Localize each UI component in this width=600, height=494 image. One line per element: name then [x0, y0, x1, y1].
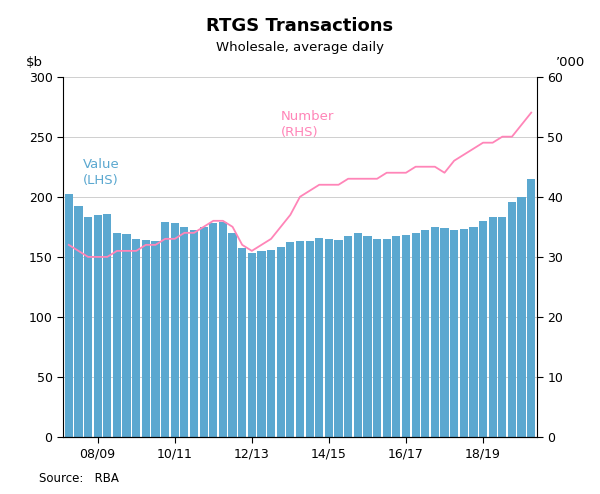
Bar [238, 248, 246, 437]
Text: ’000: ’000 [556, 56, 585, 69]
Bar [517, 197, 526, 437]
Bar [334, 240, 343, 437]
Bar [65, 194, 73, 437]
Bar [479, 221, 487, 437]
Bar [84, 217, 92, 437]
Text: $b: $b [26, 56, 43, 69]
Bar [527, 179, 535, 437]
Bar [305, 241, 314, 437]
Bar [469, 227, 478, 437]
Bar [122, 234, 131, 437]
Bar [315, 238, 323, 437]
Text: Value
(LHS): Value (LHS) [83, 158, 120, 187]
Bar [508, 202, 516, 437]
Bar [344, 237, 352, 437]
Text: Number
(RHS): Number (RHS) [281, 110, 334, 139]
Bar [209, 223, 217, 437]
Text: RTGS Transactions: RTGS Transactions [206, 17, 394, 35]
Bar [402, 235, 410, 437]
Bar [180, 227, 188, 437]
Bar [498, 217, 506, 437]
Bar [325, 239, 333, 437]
Bar [113, 233, 121, 437]
Bar [460, 229, 468, 437]
Bar [364, 237, 371, 437]
Bar [103, 213, 112, 437]
Bar [354, 233, 362, 437]
Bar [431, 227, 439, 437]
Bar [296, 241, 304, 437]
Bar [392, 237, 400, 437]
Bar [142, 240, 150, 437]
Bar [440, 228, 449, 437]
Bar [219, 222, 227, 437]
Bar [200, 227, 208, 437]
Bar [450, 230, 458, 437]
Bar [373, 239, 381, 437]
Bar [383, 239, 391, 437]
Bar [267, 249, 275, 437]
Bar [161, 222, 169, 437]
Bar [286, 243, 295, 437]
Bar [132, 239, 140, 437]
Bar [412, 233, 420, 437]
Text: Source:   RBA: Source: RBA [39, 472, 119, 485]
Bar [170, 223, 179, 437]
Bar [151, 241, 160, 437]
Text: Wholesale, average daily: Wholesale, average daily [216, 41, 384, 53]
Bar [94, 215, 102, 437]
Bar [488, 217, 497, 437]
Bar [74, 206, 83, 437]
Bar [229, 233, 236, 437]
Bar [190, 230, 198, 437]
Bar [421, 230, 430, 437]
Bar [248, 253, 256, 437]
Bar [257, 251, 266, 437]
Bar [277, 247, 285, 437]
